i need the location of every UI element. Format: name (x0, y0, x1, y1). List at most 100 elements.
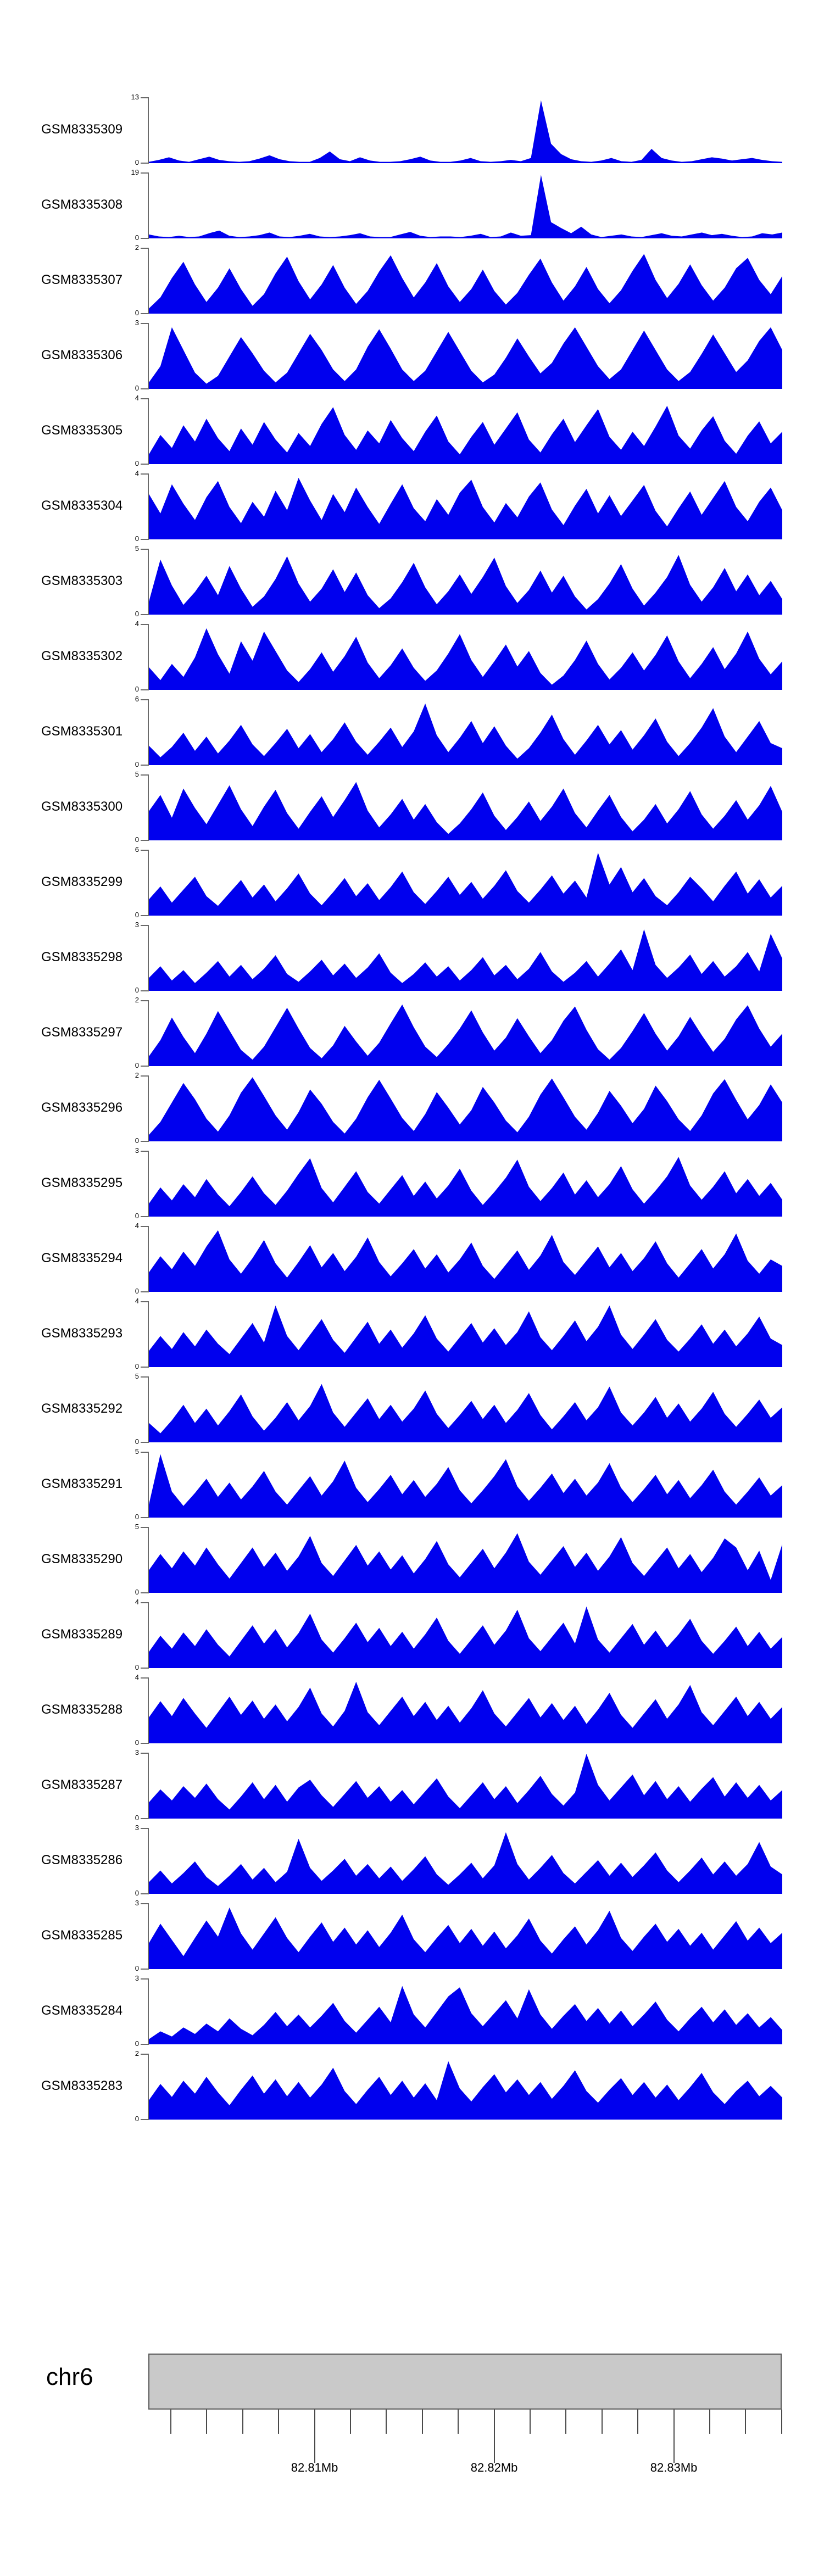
signal-polygon (149, 1004, 782, 1066)
track-ymax-label: 2 (135, 996, 139, 1004)
track-y-axis-top-tick (141, 1376, 148, 1378)
data-track: GSM8335291 5 0 (0, 1448, 824, 1521)
track-y-axis-bottom-tick (141, 464, 148, 465)
track-y-axis-bottom-tick (141, 1592, 148, 1593)
data-track: GSM8335294 4 0 (0, 1222, 824, 1295)
track-y-axis-top-tick (141, 97, 148, 98)
track-y-axis-line (148, 1602, 149, 1669)
track-signal-area (149, 1606, 782, 1668)
track-y-axis-top-tick (141, 774, 148, 776)
chromosome-ideogram-bar (148, 2354, 782, 2410)
track-ymin-label: 0 (135, 911, 139, 919)
data-track: GSM8335301 6 0 (0, 695, 824, 768)
data-track: GSM8335297 2 0 (0, 996, 824, 1069)
ruler-major-tick (314, 2410, 315, 2463)
track-ymin-label: 0 (135, 835, 139, 844)
track-sample-label: GSM8335283 (41, 2078, 123, 2093)
signal-polygon (149, 1606, 782, 1668)
data-track: GSM8335289 4 0 (0, 1598, 824, 1671)
track-ymax-label: 4 (135, 394, 139, 402)
signal-polygon (149, 1907, 782, 1969)
ruler-minor-tick (637, 2410, 639, 2434)
track-y-axis-bottom-tick (141, 1969, 148, 1970)
track-signal-area (149, 1157, 782, 1217)
signal-polygon (149, 1533, 782, 1593)
signal-polygon (149, 1754, 782, 1819)
track-sample-label: GSM8335288 (41, 1702, 123, 1717)
track-y-axis-line (148, 1978, 149, 2045)
track-y-axis-line (148, 925, 149, 991)
signal-polygon (149, 628, 782, 690)
track-y-axis-top-tick (141, 398, 148, 399)
track-ymin-label: 0 (135, 233, 139, 242)
track-y-axis-bottom-tick (141, 1893, 148, 1894)
track-sample-label: GSM8335297 (41, 1025, 123, 1040)
track-y-axis-bottom-tick (141, 1442, 148, 1443)
signal-polygon (149, 1157, 782, 1217)
track-y-axis-bottom-tick (141, 1216, 148, 1217)
track-y-axis-line (148, 1903, 149, 1970)
track-y-axis-top-tick (141, 248, 148, 249)
track-sample-label: GSM8335284 (41, 2003, 123, 2018)
track-y-axis-line (148, 1301, 149, 1368)
signal-polygon (149, 1077, 782, 1141)
track-y-axis-bottom-tick (141, 238, 148, 239)
track-ymin-label: 0 (135, 1287, 139, 1295)
track-signal-area (149, 1077, 782, 1141)
track-sample-label: GSM8335292 (41, 1401, 123, 1416)
data-track: GSM8335307 2 0 (0, 244, 824, 317)
track-sample-label: GSM8335301 (41, 724, 123, 739)
track-ymax-label: 3 (135, 1824, 139, 1832)
track-ymax-label: 5 (135, 1372, 139, 1380)
track-y-axis-top-tick (141, 1301, 148, 1302)
track-y-axis-top-tick (141, 549, 148, 550)
track-sample-label: GSM8335287 (41, 1777, 123, 1792)
track-sample-label: GSM8335302 (41, 649, 123, 663)
track-signal-area (149, 1907, 782, 1969)
track-y-axis-bottom-tick (141, 2119, 148, 2120)
data-track: GSM8335309 13 0 (0, 93, 824, 166)
track-y-axis-bottom-tick (141, 388, 148, 389)
signal-polygon (149, 477, 782, 539)
track-y-axis-top-tick (141, 473, 148, 475)
track-y-axis-line (148, 323, 149, 389)
ruler-minor-tick (781, 2410, 782, 2434)
track-sample-label: GSM8335306 (41, 348, 123, 363)
ruler-minor-tick (745, 2410, 747, 2434)
track-ymin-label: 0 (135, 2039, 139, 2048)
track-y-axis-line (148, 97, 149, 164)
data-track: GSM8335300 5 0 (0, 771, 824, 844)
ruler-minor-tick (242, 2410, 243, 2434)
track-signal-area (149, 628, 782, 690)
signal-polygon (149, 175, 782, 238)
ruler-major-tick (673, 2410, 675, 2463)
track-ymin-label: 0 (135, 158, 139, 166)
signal-polygon (149, 1230, 782, 1292)
data-track: GSM8335288 4 0 (0, 1673, 824, 1747)
track-sample-label: GSM8335295 (41, 1175, 123, 1190)
track-y-axis-bottom-tick (141, 765, 148, 766)
track-signal-area (149, 1986, 782, 2044)
track-signal-area (149, 1384, 782, 1442)
chromosome-name: chr6 (46, 2363, 93, 2390)
signal-polygon (149, 852, 782, 916)
track-ymax-label: 2 (135, 2049, 139, 2058)
track-y-axis-line (148, 1000, 149, 1067)
track-signal-area (149, 254, 782, 314)
track-y-axis-top-tick (141, 1677, 148, 1679)
track-ymin-label: 0 (135, 534, 139, 543)
track-ymin-label: 0 (135, 1513, 139, 1521)
signal-polygon (149, 782, 782, 840)
ruler-position-label: 82.81Mb (291, 2461, 338, 2474)
track-y-axis-bottom-tick (141, 1291, 148, 1292)
track-signal-area (149, 1681, 782, 1743)
track-ymin-label: 0 (135, 309, 139, 317)
track-ymin-label: 0 (135, 1588, 139, 1596)
track-ymax-label: 3 (135, 1899, 139, 1907)
track-ymax-label: 4 (135, 1673, 139, 1681)
track-y-axis-top-tick (141, 850, 148, 851)
track-y-axis-line (148, 699, 149, 766)
track-ymin-label: 0 (135, 1814, 139, 1822)
signal-polygon (149, 100, 782, 163)
